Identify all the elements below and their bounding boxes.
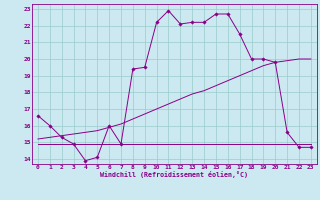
X-axis label: Windchill (Refroidissement éolien,°C): Windchill (Refroidissement éolien,°C) bbox=[100, 171, 248, 178]
